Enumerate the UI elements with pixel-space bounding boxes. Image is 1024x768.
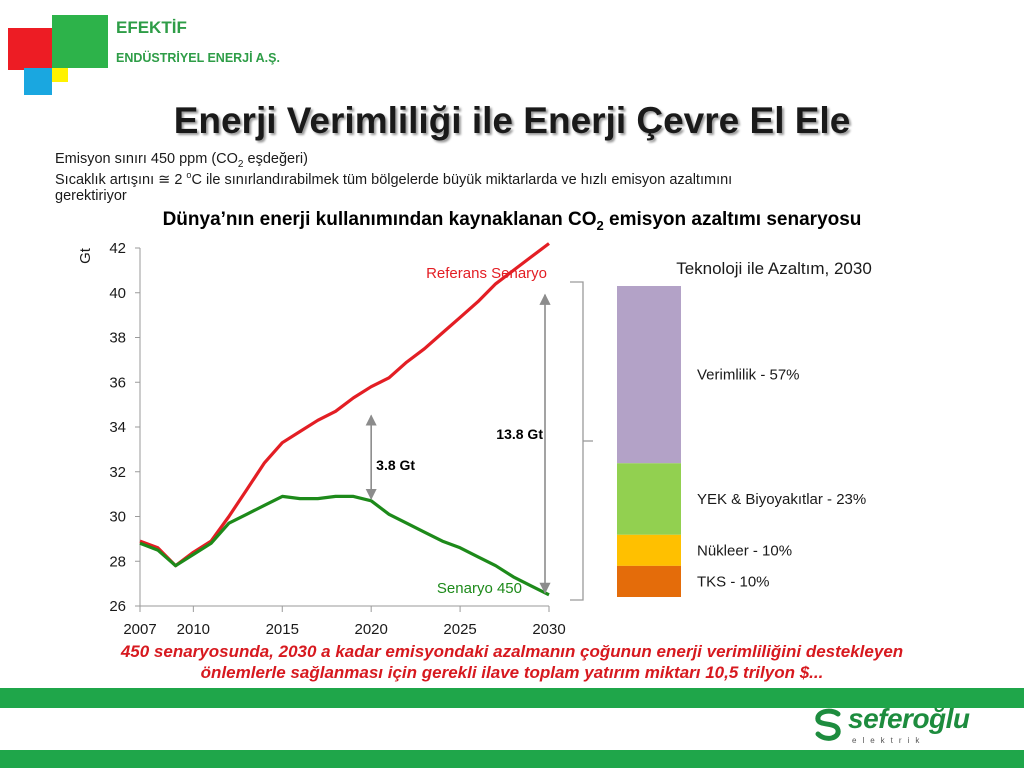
y-tick-label: 28 (109, 553, 126, 570)
seferoglu-logo-icon (815, 708, 841, 741)
series-label-450: Senaryo 450 (437, 580, 522, 597)
logo-yellow-square (52, 68, 68, 82)
bar-segment (617, 463, 681, 535)
y-tick-label: 40 (109, 285, 126, 302)
stacked-bar-chart: Verimlilik - 57% YEK & Biyoyakıtlar - 23%… (570, 259, 872, 601)
logo-red-square (8, 28, 52, 70)
footer-brand-sub: elektrik (852, 736, 926, 745)
bar-segment-label: Verimlilik - 57% (697, 367, 800, 384)
caption: 450 senaryosunda, 2030 a kadar emisyonda… (0, 641, 1024, 683)
page-title: Enerji Verimliliği ile Enerji Çevre El E… (173, 100, 851, 141)
caption-line-1: 450 senaryosunda, 2030 a kadar emisyonda… (120, 642, 904, 661)
series-label-referans: Referans Senaryo (426, 265, 547, 282)
x-tick-label: 2010 (177, 621, 210, 638)
subtitle-line-3: gerektiriyor (55, 188, 127, 204)
footer-brand-name: seferoğlu (848, 703, 970, 734)
bracket (570, 281, 584, 601)
bar-segment (617, 565, 681, 597)
logo-cyan-square (24, 68, 52, 95)
x-tick-label: 2015 (266, 621, 299, 638)
y-tick-label: 38 (109, 330, 126, 347)
line-chart: 26 28 30 32 34 36 38 40 42 2007 2010 2015 2020 2025 20… (77, 240, 566, 638)
y-tick-label: 32 (109, 464, 126, 481)
y-tick-label: 36 (109, 374, 126, 391)
y-tick-label: 42 (109, 240, 126, 257)
logo-green-square (52, 15, 108, 68)
chart-area: 26 28 30 32 34 36 38 40 42 2007 2010 2015 2020 2025 20… (77, 240, 872, 638)
subtitle-line-1: Emisyon sınırı 450 ppm (CO2 eşdeğeri) (55, 151, 308, 170)
brand-name: EFEKTİF (116, 18, 187, 37)
bar-segment-label: TKS - 10% (697, 573, 770, 590)
y-tick-label: 30 (109, 509, 126, 526)
annotation-13-8gt: 13.8 Gt (496, 426, 543, 442)
series-line-referans (139, 242, 550, 568)
x-tick-label: 2030 (532, 621, 565, 638)
series-line-450 (139, 494, 550, 597)
x-tick-label: 2007 (123, 621, 156, 638)
chart-title: Dünya’nın enerji kullanımından kaynaklan… (162, 209, 862, 233)
caption-line-2: önlemlerle sağlanması için gerekli ilave… (200, 663, 824, 682)
footer-band-bottom (0, 750, 1024, 768)
x-tick-label: 2025 (443, 621, 476, 638)
bar-segment-label: YEK & Biyoyakıtlar - 23% (697, 491, 866, 508)
y-tick-label: 34 (109, 419, 126, 436)
annotation-3-8gt: 3.8 Gt (376, 457, 415, 473)
brand-subtitle: ENDÜSTRİYEL ENERJİ A.Ş. (116, 51, 280, 65)
footer-band-top (0, 688, 1024, 708)
y-axis-label: Gt (77, 247, 94, 264)
y-tick-label: 26 (109, 598, 126, 615)
bar-segment (617, 286, 681, 464)
bar-segment-label: Nükleer - 10% (697, 542, 792, 559)
x-tick-label: 2020 (354, 621, 387, 638)
bar-segment (617, 534, 681, 566)
bar-chart-title: Teknoloji ile Azaltım, 2030 (676, 259, 872, 278)
subtitle-line-2: Sıcaklık artışını ≅ 2 oC ile sınırlandır… (55, 170, 733, 188)
